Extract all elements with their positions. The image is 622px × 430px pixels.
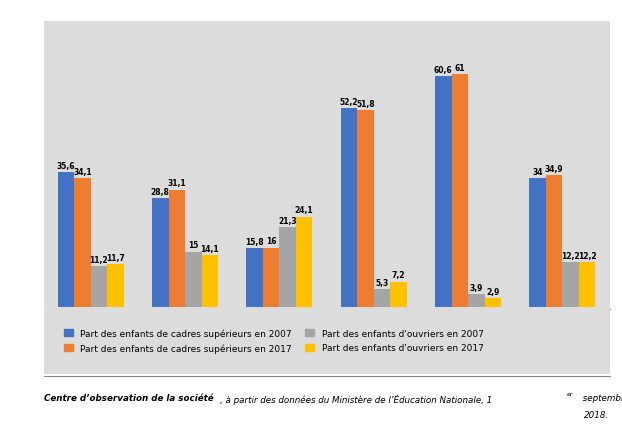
Bar [562,263,579,310]
Text: 11,7: 11,7 [106,253,125,262]
Text: 2,9: 2,9 [486,287,499,296]
Text: 24,1: 24,1 [295,206,313,215]
Text: 3,9: 3,9 [470,283,483,292]
Text: 16: 16 [266,237,276,246]
Text: 5,3: 5,3 [375,278,389,287]
Text: 14,1: 14,1 [200,244,219,253]
Text: 21,3: 21,3 [278,216,297,225]
Bar [546,175,562,310]
Bar [58,173,74,310]
Bar [279,228,296,310]
Bar [374,289,390,310]
Bar [529,179,546,310]
Bar [246,249,263,310]
Bar [435,77,452,310]
Text: 34,1: 34,1 [73,167,92,176]
Text: , à partir des données du Ministère de l’Éducation Nationale, 1: , à partir des données du Ministère de l… [220,393,492,404]
Text: 7,2: 7,2 [392,270,405,280]
Bar [107,264,124,310]
Text: septembre: septembre [580,393,622,402]
Bar [357,111,374,310]
Bar [91,267,107,310]
Bar [263,248,279,310]
Text: 61: 61 [455,64,465,73]
Text: 12,2: 12,2 [561,252,580,261]
Text: 60,6: 60,6 [434,65,453,74]
Text: 11,2: 11,2 [90,255,108,264]
Bar [296,217,312,310]
Text: 52,2: 52,2 [340,98,358,107]
Text: 34,9: 34,9 [545,164,564,173]
Bar [485,298,501,310]
Text: 35,6: 35,6 [57,162,75,171]
Text: 31,1: 31,1 [167,179,186,188]
Bar [341,109,357,310]
Legend: Part des enfants de cadres supérieurs en 2007, Part des enfants de cadres supéri: Part des enfants de cadres supérieurs en… [59,324,488,357]
Bar [185,252,202,310]
Text: 28,8: 28,8 [151,187,170,197]
Bar [74,178,91,310]
Text: 12,2: 12,2 [578,252,596,261]
Bar [152,199,169,310]
Bar [452,75,468,310]
Text: 15: 15 [188,241,198,250]
Bar [579,263,595,310]
Text: 15,8: 15,8 [245,238,264,246]
Text: 2018.: 2018. [584,410,610,419]
Text: 51,8: 51,8 [356,99,375,108]
Text: er: er [567,391,573,396]
Bar [169,190,185,310]
Bar [468,295,485,310]
Bar [390,282,407,310]
Bar [202,255,218,310]
Text: Centre d’observation de la société: Centre d’observation de la société [44,393,213,402]
Text: 34: 34 [532,168,543,177]
